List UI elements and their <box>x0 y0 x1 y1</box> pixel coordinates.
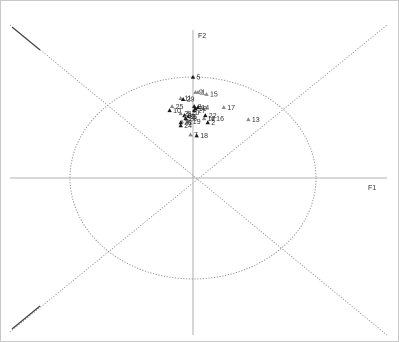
point-label-7: 7 <box>194 132 198 139</box>
guides <box>9 24 388 336</box>
point-label-30: 30 <box>199 106 207 113</box>
point-label-20: 20 <box>192 110 200 117</box>
point-27 <box>192 108 197 113</box>
point-28 <box>183 116 188 121</box>
point-label-19: 19 <box>193 119 201 126</box>
point-13 <box>246 117 251 122</box>
point-label-13: 13 <box>252 117 260 124</box>
point-17 <box>221 105 226 110</box>
point-12 <box>201 116 207 121</box>
point-label-28: 28 <box>189 116 197 123</box>
point-label-18: 18 <box>200 133 208 140</box>
point-label-11: 11 <box>184 96 191 103</box>
point-2 <box>205 120 210 125</box>
point-9 <box>193 89 198 94</box>
point-29 <box>180 97 186 101</box>
corner-dash-bottom-left <box>11 305 41 330</box>
point-23 <box>178 120 183 125</box>
point-15 <box>204 91 209 96</box>
point-10 <box>167 108 172 113</box>
y-axis-label: F2 <box>198 33 206 40</box>
point-label-10: 10 <box>173 108 181 115</box>
point-label-8: 8 <box>198 104 202 111</box>
point-label-4: 4 <box>185 119 189 126</box>
point-30 <box>193 106 198 111</box>
point-label-6: 6 <box>188 113 192 120</box>
point-14 <box>195 105 201 110</box>
point-22 <box>203 113 208 118</box>
point-label-9: 9 <box>199 90 203 97</box>
point-11 <box>178 96 183 100</box>
point-19 <box>187 119 192 124</box>
point-26 <box>183 114 188 119</box>
point-label-25: 25 <box>176 104 184 111</box>
point-21 <box>178 111 183 116</box>
point-label-2: 2 <box>211 120 215 127</box>
point-label-26: 26 <box>189 114 197 121</box>
point-5 <box>190 74 196 79</box>
point-label-23: 23 <box>184 120 192 127</box>
axes <box>10 30 387 335</box>
point-20 <box>185 110 191 115</box>
data-points <box>167 74 251 138</box>
point-label-1: 1 <box>201 90 205 97</box>
x-axis-label: F1 <box>368 185 376 192</box>
point-label-3: 3 <box>192 114 196 121</box>
point-label-5: 5 <box>197 75 201 82</box>
diagonal-guide-down <box>9 24 388 336</box>
point-label-12: 12 <box>208 116 216 123</box>
point-label-29: 29 <box>187 97 195 104</box>
point-label-14: 14 <box>201 105 209 112</box>
point-label-27: 27 <box>198 108 206 115</box>
point-label-24: 24 <box>184 123 192 130</box>
corner-dash-top-left <box>11 26 41 51</box>
point-label-22: 22 <box>209 113 217 120</box>
point-label-15: 15 <box>210 92 218 99</box>
point-label-16: 16 <box>216 116 224 123</box>
point-label-21: 21 <box>184 111 192 118</box>
point-25 <box>169 104 175 109</box>
point-7 <box>188 132 193 137</box>
point-label-17: 17 <box>227 105 235 112</box>
point-24 <box>178 123 183 128</box>
point-16 <box>210 116 215 121</box>
point-18 <box>194 133 199 138</box>
